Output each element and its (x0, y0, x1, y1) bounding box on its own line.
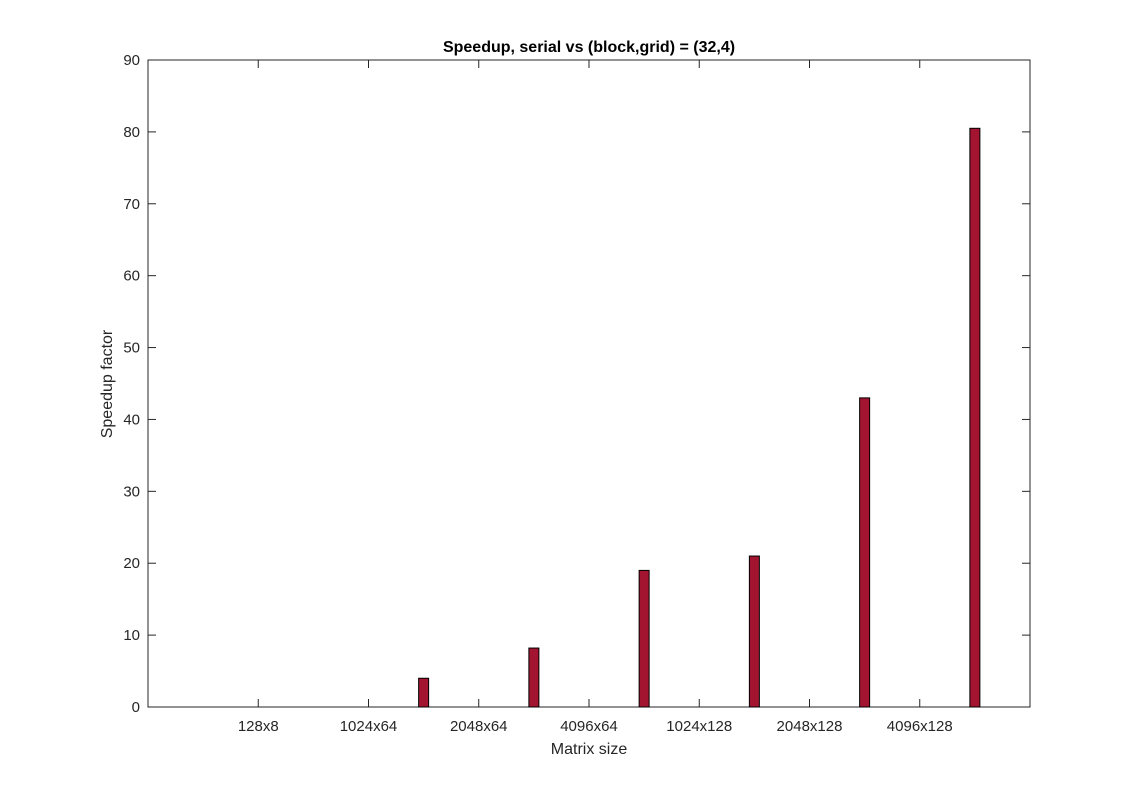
y-tick-label: 40 (123, 411, 140, 428)
y-tick-label: 0 (132, 699, 140, 716)
x-tick-label: 2048x128 (777, 718, 843, 735)
y-tick-label: 90 (123, 52, 140, 69)
bar-1024x64 (418, 677, 430, 708)
y-axis-label: Speedup factor (99, 329, 116, 438)
y-tick-label: 60 (123, 268, 140, 285)
bar-4096x128 (969, 127, 981, 708)
x-axis-ticks: 128x8 1024x64 2048x64 4096x64 1024x128 2048x1… (238, 60, 953, 735)
y-tick-label: 50 (123, 340, 140, 357)
x-tick-label: 4096x128 (887, 718, 953, 735)
x-tick-label: 2048x64 (450, 718, 508, 735)
x-tick-label: 4096x64 (560, 718, 618, 735)
plot-area (147, 59, 1031, 708)
bar-2048x64 (528, 647, 540, 708)
x-tick-label: 1024x64 (340, 718, 398, 735)
y-tick-label: 80 (123, 124, 140, 141)
y-tick-label: 20 (123, 555, 140, 572)
y-tick-label: 30 (123, 483, 140, 500)
y-tick-label: 10 (123, 627, 140, 644)
x-tick-label: 128x8 (238, 718, 279, 735)
bar-2048x128 (859, 397, 871, 708)
bar-4096x64 (638, 569, 650, 708)
chart-title: Speedup, serial vs (block,grid) = (32,4) (443, 39, 735, 56)
y-axis-ticks: 0 10 20 30 40 50 60 70 80 90 (123, 52, 1030, 716)
y-tick-label: 70 (123, 196, 140, 213)
x-tick-label: 1024x128 (666, 718, 732, 735)
bar-series (418, 127, 981, 708)
x-axis-label: Matrix size (551, 741, 628, 758)
bar-1024x128 (748, 555, 760, 708)
